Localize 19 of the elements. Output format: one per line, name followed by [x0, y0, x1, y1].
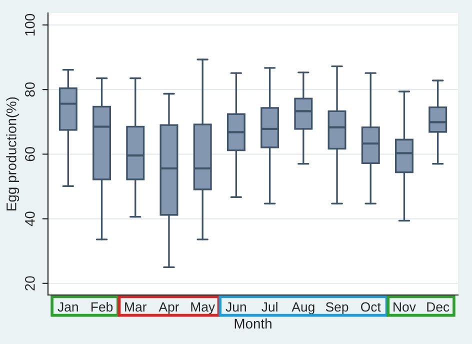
y-tick-label: 20 [25, 276, 35, 290]
x-tick-label: Aug [292, 302, 314, 314]
y-tick-label: 60 [25, 146, 35, 162]
x-tick-label: Feb [91, 302, 113, 312]
x-tick-label: Jun [226, 302, 246, 312]
x-tick-label: Nov [394, 302, 416, 312]
x-axis-title: Month [234, 318, 272, 329]
y-tick-label: 40 [25, 212, 35, 226]
y-axis-title: Egg production(%) [6, 97, 20, 210]
x-tick-label: Sep [326, 302, 348, 314]
y-tick-label: 100 [25, 14, 35, 36]
y-tick-label: 80 [25, 82, 35, 97]
x-tick-label: Jan [58, 302, 78, 312]
x-tick-label: Apr [158, 302, 180, 314]
x-tick-label: May [191, 302, 216, 314]
x-tick-label: Mar [125, 302, 147, 312]
x-tick-label: Dec [427, 302, 450, 312]
x-tick-label: Jul [262, 302, 278, 312]
x-tick-label: Oct [360, 302, 381, 312]
